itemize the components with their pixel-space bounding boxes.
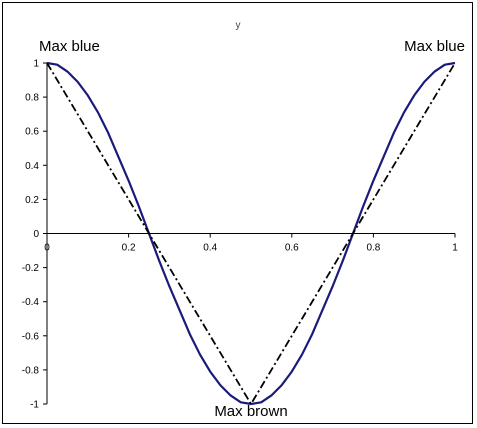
axes	[43, 62, 456, 405]
x-tick-labels: 00.20.40.60.81	[44, 243, 458, 254]
annotation-label: Max blue	[404, 38, 465, 55]
y-axis-title: y	[236, 20, 241, 31]
series-line-cosine	[46, 61, 456, 406]
x-tick-label: 0.2	[122, 243, 136, 254]
annotation-label: Max brown	[214, 403, 287, 420]
y-tick-label: 0.6	[25, 127, 39, 138]
x-tick-label: 0.6	[285, 243, 299, 254]
annotations: Max blue Max blue Max brown	[39, 38, 465, 420]
series-line-triangle	[46, 62, 456, 405]
y-tick-label: 0	[33, 229, 39, 240]
y-tick-label: 0.2	[25, 195, 39, 206]
y-tick-label: -1	[30, 400, 39, 411]
series-layer	[46, 61, 456, 406]
y-tick-label: 1	[33, 59, 39, 70]
y-tick-label: 0.4	[25, 161, 39, 172]
x-tick-label: 0.4	[203, 243, 217, 254]
y-tick-label: 0.8	[25, 93, 39, 104]
x-tick-label: 0.8	[366, 243, 380, 254]
y-tick-label: -0.4	[22, 297, 40, 308]
y-tick-label: -0.2	[22, 263, 40, 274]
y-tick-labels: 1 0.8 0.6 0.4 0.2 0 -0.2 -0.4 -0.6 -0.8 -1	[22, 59, 40, 411]
y-tick-label: -0.8	[22, 365, 40, 376]
y-tick-label: -0.6	[22, 331, 40, 342]
x-tick-label: 1	[452, 243, 458, 254]
chart-frame	[2, 2, 473, 424]
annotation-label: Max blue	[39, 38, 100, 55]
